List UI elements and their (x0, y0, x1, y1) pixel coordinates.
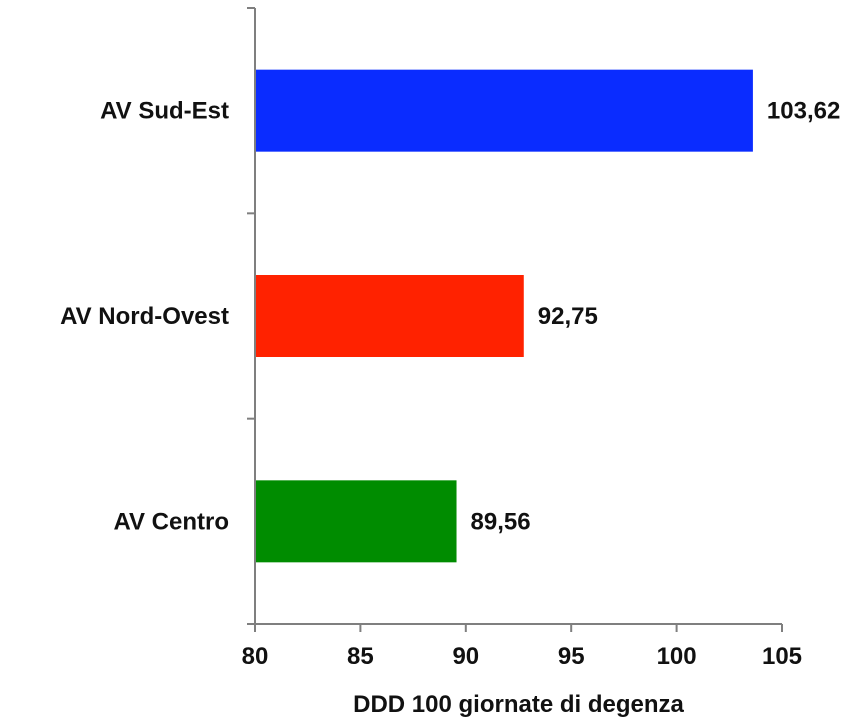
bars (256, 69, 753, 563)
bar-av-nord-ovest (256, 275, 524, 357)
category-label: AV Nord-Ovest (60, 303, 229, 330)
value-label: 92,75 (538, 303, 598, 330)
x-tick-label: 85 (347, 643, 374, 670)
x-tick-label: 80 (242, 643, 269, 670)
category-label: AV Sud-Est (100, 98, 229, 125)
x-axis-title: DDD 100 giornate di degenza (353, 691, 684, 718)
value-label: 89,56 (471, 508, 531, 535)
x-tick-label: 90 (452, 643, 479, 670)
labels: 80 85 90 95 100 105 AV Sud-Est 103,62 AV Nord-Ov… (60, 98, 840, 670)
x-tick-label: 95 (558, 643, 585, 670)
bar-av-sud-est (256, 69, 753, 152)
category-label: AV Centro (113, 508, 229, 535)
x-tick-label: 100 (657, 643, 697, 670)
value-label: 103,62 (767, 98, 840, 125)
x-tick-label: 105 (762, 643, 802, 670)
axes (247, 7, 783, 632)
bar-av-centro (256, 480, 457, 563)
